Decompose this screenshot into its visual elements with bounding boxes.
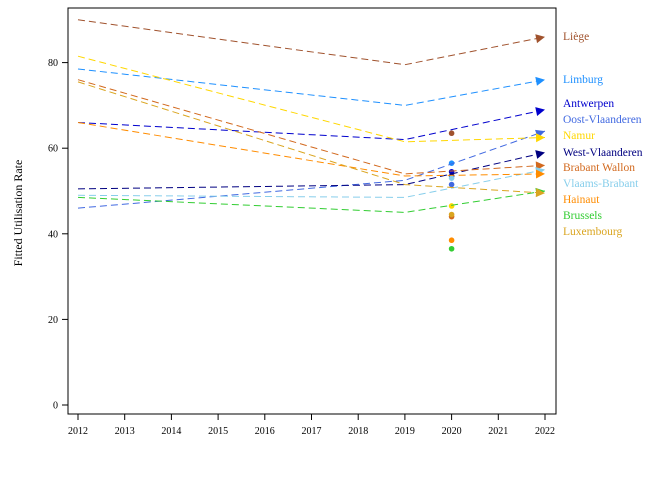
point-2020-vlaams-brabant [448, 175, 455, 181]
y-tick-label-80: 80 [48, 58, 58, 69]
legend: Liège Limburg Antwerpen Oost-Vlaanderen Namu… [563, 31, 643, 238]
series-line-antwerpen [77, 109, 546, 141]
point-2020-luxembourg [448, 211, 455, 218]
series-arrow-limburg [535, 76, 545, 86]
series-arrow-antwerpen [535, 107, 545, 116]
series-line-namur [77, 55, 546, 143]
point-2020-namur [448, 203, 455, 209]
legend-label-limburg: Limburg [563, 74, 603, 86]
x-tick-label-2012: 2012 [68, 426, 88, 437]
point-2020-li-ge [448, 130, 455, 137]
x-tick-label-2013: 2013 [115, 426, 135, 437]
series-line-vlaams-brabant [77, 169, 546, 198]
series-line-limburg [77, 68, 546, 106]
point-2020-oost-vlaanderen [448, 181, 455, 188]
x-tick-label-2016: 2016 [255, 426, 275, 437]
x-tick-label-2014: 2014 [161, 426, 181, 437]
series-arrow-hainaut [535, 169, 545, 179]
plot-frame [67, 7, 557, 415]
legend-label-oost-vlaanderen: Oost-Vlaanderen [563, 114, 642, 126]
plot-area [67, 7, 557, 415]
series-line-brabant-wallon [77, 79, 546, 175]
legend-label-hainaut: Hainaut [563, 194, 600, 206]
series-line-li-ge [77, 19, 546, 66]
legend-label-li-ge: Liège [563, 31, 589, 43]
x-tick-label-2021: 2021 [488, 426, 508, 437]
y-tick-label-0: 0 [53, 401, 58, 412]
y-tick-label-60: 60 [48, 144, 58, 155]
legend-label-west-vlaanderen: West-Vlaanderen [563, 147, 643, 159]
legend-label-namur: Namur [563, 130, 595, 142]
legend-label-luxembourg: Luxembourg [563, 226, 622, 238]
y-tick-label-20: 20 [48, 315, 58, 326]
legend-label-brabant-wallon: Brabant Wallon [563, 162, 635, 174]
series-arrow-west-vlaanderen [535, 150, 545, 159]
x-tick-label-2017: 2017 [302, 426, 322, 437]
point-2020-brussels [448, 245, 455, 252]
x-tick-label-2020: 2020 [442, 426, 462, 437]
series-arrow-namur [535, 133, 545, 143]
x-tick-label-2018: 2018 [348, 426, 368, 437]
x-tick-label-2022: 2022 [535, 426, 555, 437]
point-2020-hainaut [448, 237, 455, 244]
series-line-luxembourg [77, 81, 546, 194]
legend-label-vlaams-brabant: Vlaams-Brabant [563, 178, 639, 190]
series-layer [77, 19, 546, 252]
x-tick-label-2019: 2019 [395, 426, 415, 437]
series-arrow-luxembourg [535, 188, 545, 198]
series-line-brussels [77, 190, 546, 213]
y-tick-label-40: 40 [48, 229, 58, 240]
series-line-west-vlaanderen [77, 152, 546, 190]
series-arrow-li-ge [535, 34, 545, 44]
x-tick-label-2015: 2015 [208, 426, 228, 437]
y-axis-label: Fitted Utilisation Rate [11, 160, 25, 267]
legend-label-brussels: Brussels [563, 210, 603, 222]
series-line-hainaut [77, 122, 546, 177]
legend-label-antwerpen: Antwerpen [563, 98, 614, 110]
axes: 2012 2013 2014 2015 2016 2017 2018 2019 2020 2021… [48, 58, 555, 437]
